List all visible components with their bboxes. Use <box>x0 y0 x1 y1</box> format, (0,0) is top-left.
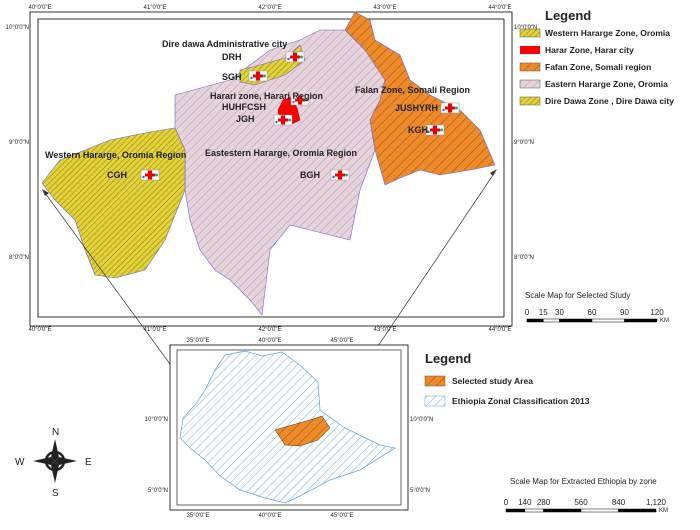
lat-label: 10°0'0"N <box>410 417 433 423</box>
scale-title: Scale Map for Selected Study <box>525 291 630 300</box>
region-label: Falan Zone, Somali Region <box>355 85 470 95</box>
legend-title: Legend <box>425 351 471 366</box>
lon-label: 45°0'0"E <box>330 513 353 519</box>
region-eastern-hararge <box>174 29 386 316</box>
region-label: Eastestern Hararge, Oromia Region <box>205 148 357 158</box>
scale-segment <box>543 508 582 513</box>
legend-item: Eastern Hararge Zone, Oromia <box>545 79 668 89</box>
scale-unit: KM <box>659 508 668 514</box>
lon-label: 40°0'0"E <box>258 513 281 519</box>
legend-item: Selected study Area <box>452 376 533 386</box>
scale-tick: 60 <box>588 308 597 317</box>
lat-label: 9°0'0"N <box>514 140 534 146</box>
scale-unit: KM <box>660 318 669 324</box>
compass-n: N <box>52 427 59 438</box>
lat-label: 5°0'0"N <box>410 488 430 494</box>
lon-label: 40°0'0"E <box>258 338 281 344</box>
compass: N S E W <box>15 427 92 499</box>
legend-item: Dire Dawa Zone , Dire Dawa city <box>545 96 674 106</box>
inset-legend: Legend Selected study Area Ethiopia Zona… <box>424 351 590 407</box>
inset-map: 35°0'0"E 35°0'0"E 40°0'0"E 40°0'0"E 45°0'0"E… <box>145 338 434 519</box>
legend-item: Fafan Zone, Somali region <box>545 62 651 72</box>
inset-scale-bar: Scale Map for Extracted Ethiopia by zone… <box>504 477 668 514</box>
scale-tick: 280 <box>537 498 551 507</box>
hospital-label: JGH <box>236 114 255 124</box>
scale-tick: 560 <box>574 498 588 507</box>
legend: Legend Western Hararge Zone, Oromia Harar… <box>519 8 674 106</box>
scale-segment <box>559 318 593 323</box>
region-western-hararge <box>41 127 186 279</box>
scale-segment <box>543 318 560 323</box>
region-fafan <box>344 11 496 186</box>
scale-segment <box>524 508 544 513</box>
scale-tick: 1,120 <box>646 498 667 507</box>
hospital-label: HUHFCSH <box>222 102 266 112</box>
compass-s: S <box>52 488 59 499</box>
lon-label: 43°0'0"E <box>373 5 396 11</box>
compass-e: E <box>85 457 92 468</box>
lat-label: 5°0'0"N <box>148 488 168 494</box>
hospital-label: KGH <box>408 125 428 135</box>
scale-tick: 90 <box>620 308 629 317</box>
legend-item: Western Hararge Zone, Oromia <box>545 28 670 38</box>
main-map: Dire dawa Administrative city Harari zon… <box>6 5 538 333</box>
legend-title: Legend <box>545 8 591 23</box>
lon-label: 40°0'0"E <box>28 327 51 333</box>
lat-label: 10°0'0"N <box>514 25 537 31</box>
scale-tick: 120 <box>650 308 664 317</box>
region-label: Dire dawa Administrative city <box>162 39 287 49</box>
scale-segment <box>624 318 658 323</box>
lon-label: 35°0'0"E <box>186 513 209 519</box>
scale-tick: 0 <box>525 308 530 317</box>
scale-segment <box>526 318 544 323</box>
lat-label: 10°0'0"N <box>6 25 29 31</box>
scale-tick: 840 <box>612 498 626 507</box>
scale-bar: Scale Map for Selected Study 0 15 30 60 90 12… <box>525 291 669 324</box>
lon-label: 44°0'0"E <box>488 5 511 11</box>
lon-label: 35°0'0"E <box>186 338 209 344</box>
legend-item: Ethiopia Zonal Classification 2013 <box>452 396 590 406</box>
legend-item: Harar Zone, Harar city <box>545 45 634 55</box>
lon-label: 45°0'0"E <box>330 338 353 344</box>
hospital-label: SGH <box>222 72 242 82</box>
scale-tick: 0 <box>504 498 509 507</box>
scale-title: Scale Map for Extracted Ethiopia by zone <box>510 477 657 486</box>
hospital-label: BGH <box>300 170 320 180</box>
hospital-label: JUSHYRH <box>395 103 438 113</box>
lon-label: 42°0'0"E <box>258 327 281 333</box>
lon-label: 41°0'0"E <box>143 5 166 11</box>
hospital-label: DRH <box>222 52 242 62</box>
lon-label: 43°0'0"E <box>373 327 396 333</box>
scale-tick: 15 <box>539 308 548 317</box>
lat-label: 10°0'0"N <box>145 417 168 423</box>
scale-segment <box>618 508 657 513</box>
lon-label: 41°0'0"E <box>143 327 166 333</box>
scale-segment <box>591 318 625 323</box>
scale-segment <box>505 508 525 513</box>
scale-tick: 30 <box>555 308 564 317</box>
lat-label: 8°0'0"N <box>9 255 29 261</box>
lon-label: 44°0'0"E <box>488 327 511 333</box>
region-label: Western Hararge, Oromia Region <box>45 150 186 160</box>
hospital-label: CGH <box>107 170 127 180</box>
compass-w: W <box>15 457 25 468</box>
scale-segment <box>580 508 619 513</box>
lat-label: 9°0'0"N <box>9 140 29 146</box>
lon-label: 42°0'0"E <box>258 5 281 11</box>
lat-label: 8°0'0"N <box>514 255 534 261</box>
scale-tick: 140 <box>518 498 532 507</box>
lon-label: 40°0'0"E <box>28 5 51 11</box>
region-label: Harari zone, Harari Region <box>210 91 323 101</box>
